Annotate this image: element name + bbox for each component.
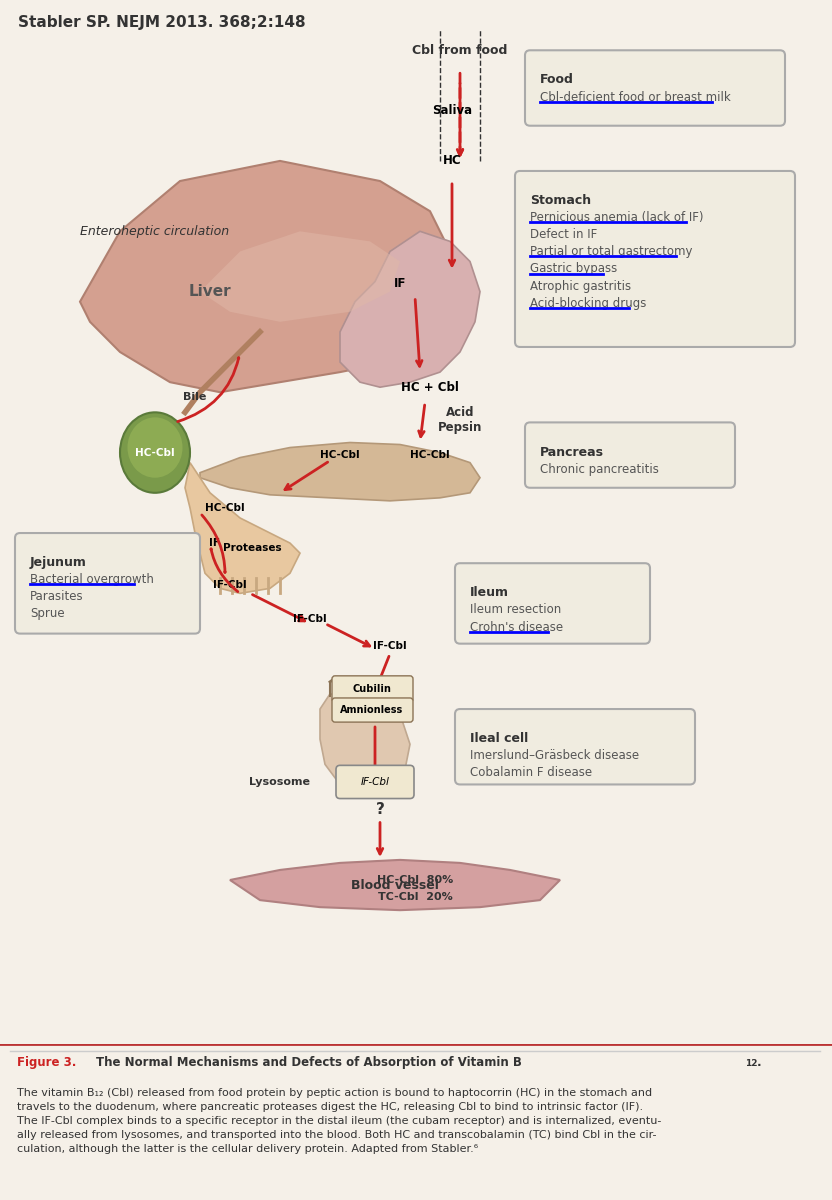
Text: Chronic pancreatitis: Chronic pancreatitis xyxy=(540,463,659,475)
FancyBboxPatch shape xyxy=(332,698,413,722)
Text: Blood vessel: Blood vessel xyxy=(351,878,439,892)
FancyBboxPatch shape xyxy=(455,709,695,785)
Text: Crohn's disease: Crohn's disease xyxy=(470,620,563,634)
Text: Acid-blocking drugs: Acid-blocking drugs xyxy=(530,296,646,310)
FancyBboxPatch shape xyxy=(525,422,735,487)
Text: Imerslund–Gräsbeck disease: Imerslund–Gräsbeck disease xyxy=(470,749,639,762)
Ellipse shape xyxy=(120,413,190,493)
FancyArrowPatch shape xyxy=(178,358,239,421)
Text: HC-Cbl  80%: HC-Cbl 80% xyxy=(377,875,453,886)
Text: Gastric bypass: Gastric bypass xyxy=(530,263,617,276)
FancyBboxPatch shape xyxy=(332,676,413,702)
Text: .: . xyxy=(757,1056,762,1069)
Text: Enteroheptic circulation: Enteroheptic circulation xyxy=(81,224,230,238)
Text: IF: IF xyxy=(210,538,220,548)
Text: Ileum: Ileum xyxy=(470,587,509,599)
Text: HC-Cbl: HC-Cbl xyxy=(206,503,245,512)
Text: Acid: Acid xyxy=(446,406,474,419)
Polygon shape xyxy=(320,694,410,790)
Text: IF-Cbl: IF-Cbl xyxy=(360,778,389,787)
Text: Cobalamin F disease: Cobalamin F disease xyxy=(470,767,592,779)
Polygon shape xyxy=(230,860,560,910)
Text: Food: Food xyxy=(540,73,574,86)
Text: Partial or total gastrectomy: Partial or total gastrectomy xyxy=(530,245,692,258)
Text: The vitamin B₁₂ (Cbl) released from food protein by peptic action is bound to ha: The vitamin B₁₂ (Cbl) released from food… xyxy=(17,1087,661,1153)
Text: Amnionless: Amnionless xyxy=(340,706,404,715)
Text: ?: ? xyxy=(375,802,384,817)
Text: Pernicious anemia (lack of IF): Pernicious anemia (lack of IF) xyxy=(530,211,704,224)
Text: HC + Cbl: HC + Cbl xyxy=(401,380,459,394)
Text: The Normal Mechanisms and Defects of Absorption of Vitamin B: The Normal Mechanisms and Defects of Abs… xyxy=(96,1056,522,1069)
Text: Cbl from food: Cbl from food xyxy=(413,43,508,56)
Text: Sprue: Sprue xyxy=(30,607,65,620)
Text: IF: IF xyxy=(394,277,406,290)
Text: Bacterial overgrowth: Bacterial overgrowth xyxy=(30,574,154,587)
Polygon shape xyxy=(80,161,450,392)
Text: HC: HC xyxy=(443,155,461,168)
Text: Defect in IF: Defect in IF xyxy=(530,228,597,241)
Polygon shape xyxy=(340,232,480,388)
FancyBboxPatch shape xyxy=(455,563,650,643)
Text: HC-Cbl: HC-Cbl xyxy=(135,448,175,457)
Text: Stabler SP. NEJM 2013. 368;2:148: Stabler SP. NEJM 2013. 368;2:148 xyxy=(18,16,305,30)
Text: TC-Cbl  20%: TC-Cbl 20% xyxy=(378,892,453,902)
Polygon shape xyxy=(200,443,480,500)
Text: Proteases: Proteases xyxy=(223,544,281,553)
Text: Pepsin: Pepsin xyxy=(438,421,483,434)
Text: Cbl-deficient food or breast milk: Cbl-deficient food or breast milk xyxy=(540,90,730,103)
Text: HC-Cbl: HC-Cbl xyxy=(320,450,359,460)
Polygon shape xyxy=(200,232,400,322)
Text: Figure 3.: Figure 3. xyxy=(17,1056,76,1069)
FancyBboxPatch shape xyxy=(336,766,414,798)
Text: IF-Cbl: IF-Cbl xyxy=(374,641,407,650)
FancyArrowPatch shape xyxy=(210,548,238,592)
FancyArrowPatch shape xyxy=(202,515,225,572)
Ellipse shape xyxy=(127,418,182,478)
Text: Ileal cell: Ileal cell xyxy=(470,732,528,745)
Text: Bile: Bile xyxy=(183,392,206,402)
Text: Cubilin: Cubilin xyxy=(353,684,391,694)
Text: Atrophic gastritis: Atrophic gastritis xyxy=(530,280,631,293)
Text: HC-Cbl: HC-Cbl xyxy=(410,450,450,460)
Text: Ileum resection: Ileum resection xyxy=(470,604,562,617)
Text: Jejunum: Jejunum xyxy=(30,556,87,569)
Text: Saliva: Saliva xyxy=(432,104,472,118)
Text: Lysosome: Lysosome xyxy=(249,778,310,787)
Text: IF-Cbl: IF-Cbl xyxy=(293,613,327,624)
FancyBboxPatch shape xyxy=(15,533,200,634)
Text: Liver: Liver xyxy=(189,284,231,299)
FancyBboxPatch shape xyxy=(525,50,785,126)
Text: Parasites: Parasites xyxy=(30,590,84,604)
FancyBboxPatch shape xyxy=(515,170,795,347)
Polygon shape xyxy=(185,463,300,593)
Text: 12: 12 xyxy=(745,1058,757,1068)
Text: Pancreas: Pancreas xyxy=(540,445,604,458)
Text: IF-Cbl: IF-Cbl xyxy=(213,581,247,590)
Text: Stomach: Stomach xyxy=(530,194,591,208)
